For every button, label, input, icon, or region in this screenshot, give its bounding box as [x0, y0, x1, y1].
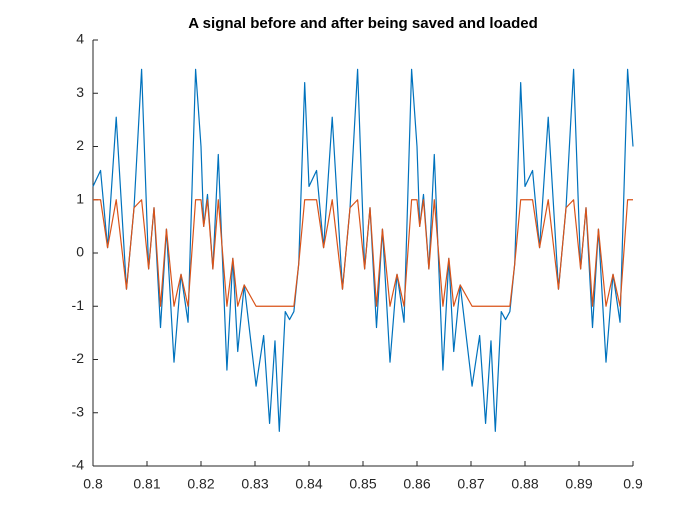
x-tick-label: 0.88 [511, 476, 538, 492]
y-tick-label: 4 [76, 31, 84, 47]
chart-title: A signal before and after being saved an… [188, 15, 538, 32]
x-tick-label: 0.85 [349, 476, 376, 492]
x-tick-label: 0.87 [457, 476, 484, 492]
x-tick-label: 0.82 [187, 476, 214, 492]
y-tick-label: -4 [72, 457, 85, 473]
x-tick-label: 0.89 [565, 476, 592, 492]
x-tick-label: 0.84 [295, 476, 322, 492]
y-tick-label: 1 [76, 190, 84, 206]
x-tick-label: 0.81 [133, 476, 160, 492]
x-tick-label: 0.86 [403, 476, 430, 492]
y-tick-label: -1 [72, 297, 85, 313]
y-tick-label: 0 [76, 244, 84, 260]
x-tick-label: 0.8 [83, 476, 103, 492]
y-tick-label: -2 [72, 350, 85, 366]
y-tick-label: 3 [76, 84, 84, 100]
y-tick-label: -3 [72, 403, 85, 419]
x-tick-label: 0.9 [623, 476, 643, 492]
x-tick-label: 0.83 [241, 476, 268, 492]
series-line [93, 199, 633, 307]
y-tick-label: 2 [76, 137, 84, 153]
